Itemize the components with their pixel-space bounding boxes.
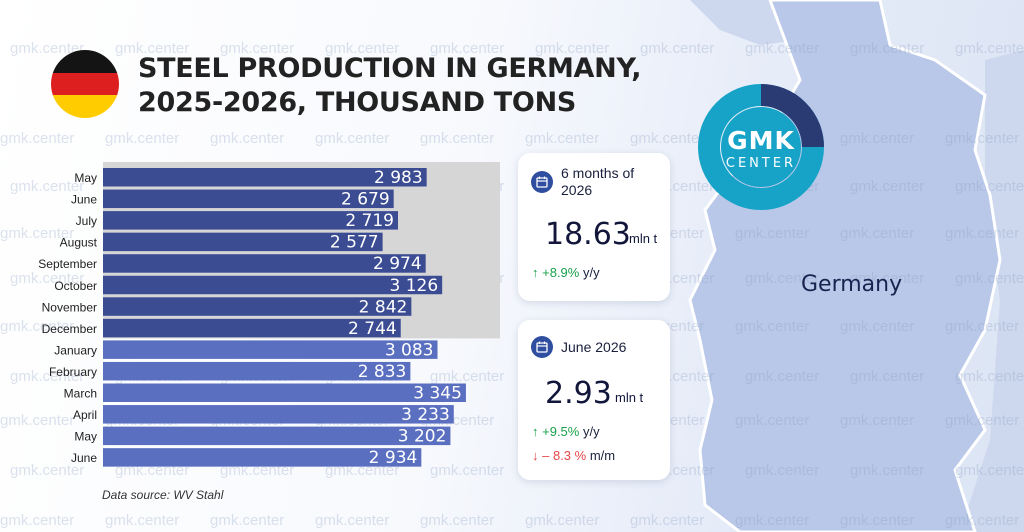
value-label: 3 202 (398, 427, 447, 447)
value-label: 3 345 (413, 384, 462, 404)
category-label: January (54, 343, 97, 357)
value-label: 2 842 (359, 297, 408, 317)
logo-main: GMK (727, 126, 795, 155)
category-label: November (42, 300, 97, 314)
page-title: STEEL PRODUCTION IN GERMANY, 2025-2026, … (138, 53, 642, 118)
bar (103, 318, 401, 338)
half-year-heading: 6 months of 2026 (561, 165, 635, 198)
logo-sub: CENTER (725, 156, 797, 171)
change-yy-suffix: y/y (582, 424, 600, 439)
value-label: 2 679 (341, 190, 390, 210)
category-label: May (74, 171, 97, 185)
value-label: 2 719 (345, 211, 394, 231)
half-year-unit: mln t (629, 231, 658, 246)
bar (103, 189, 394, 209)
month-change-yy: ↑ +9.5% y/y (532, 424, 600, 439)
category-label: May (74, 430, 97, 444)
value-label: 2 577 (330, 233, 379, 253)
bar (103, 297, 412, 316)
category-label: February (49, 365, 97, 379)
half-year-card: 6 months of 2026 18.63 mln t ↑ +8.9% y/y (518, 153, 670, 301)
bar (103, 340, 438, 359)
bar (103, 405, 454, 424)
bar-chart: May 2 983 June 2 679 July 2 719 August 2 577 Sep… (38, 162, 500, 468)
germany-flag-icon (51, 50, 119, 118)
change-mm-suffix: m/m (589, 448, 616, 463)
month-value: 2.93 (545, 376, 612, 411)
bar (103, 275, 443, 295)
category-label: August (60, 236, 98, 250)
gmk-center-logo (698, 84, 824, 210)
bar (103, 383, 466, 402)
neighbor-land-east (960, 50, 1024, 532)
category-label: October (54, 279, 97, 293)
value-label: 2 983 (374, 168, 423, 188)
month-card: June 2026 2.93 mln t ↑ +9.5% y/y ↓ – 8.3… (518, 320, 670, 480)
bar (103, 211, 399, 230)
change-value: +8.9% (542, 265, 580, 280)
arrow-up-icon: ↑ (532, 424, 539, 439)
germany-shape (688, 0, 1002, 532)
arrow-up-icon: ↑ (532, 265, 539, 280)
value-label: 2 934 (369, 448, 418, 468)
bar (103, 426, 451, 446)
value-label: 3 233 (401, 405, 450, 425)
month-heading: June 2026 (561, 339, 627, 355)
category-label: December (42, 322, 97, 336)
change-suffix: y/y (582, 265, 600, 280)
category-label: April (73, 408, 97, 422)
bar (103, 361, 411, 381)
arrow-down-icon: ↓ (532, 448, 539, 463)
month-change-mm: ↓ – 8.3 % m/m (532, 448, 615, 463)
half-year-change: ↑ +8.9% y/y (532, 265, 600, 280)
value-label: 3 083 (385, 340, 434, 360)
bar (103, 448, 422, 467)
change-mm-value: – 8.3 % (542, 448, 587, 463)
value-label: 2 833 (358, 362, 407, 382)
data-source: Data source: WV Stahl (102, 488, 224, 502)
value-label: 2 744 (348, 319, 397, 339)
category-label: September (38, 257, 97, 271)
half-year-value: 18.63 (545, 217, 631, 252)
calendar-icon (531, 171, 553, 193)
category-label: June (71, 193, 97, 207)
category-label: July (76, 214, 97, 228)
month-unit: mln t (615, 390, 644, 405)
category-label: March (64, 387, 97, 401)
bar (103, 232, 383, 252)
bar (103, 168, 427, 187)
value-label: 3 126 (389, 276, 438, 296)
value-label: 2 974 (373, 254, 422, 274)
change-yy-value: +9.5% (542, 424, 580, 439)
country-label: Germany (801, 272, 903, 297)
category-label: June (71, 451, 97, 465)
calendar-icon (531, 336, 553, 358)
bar (103, 254, 426, 273)
